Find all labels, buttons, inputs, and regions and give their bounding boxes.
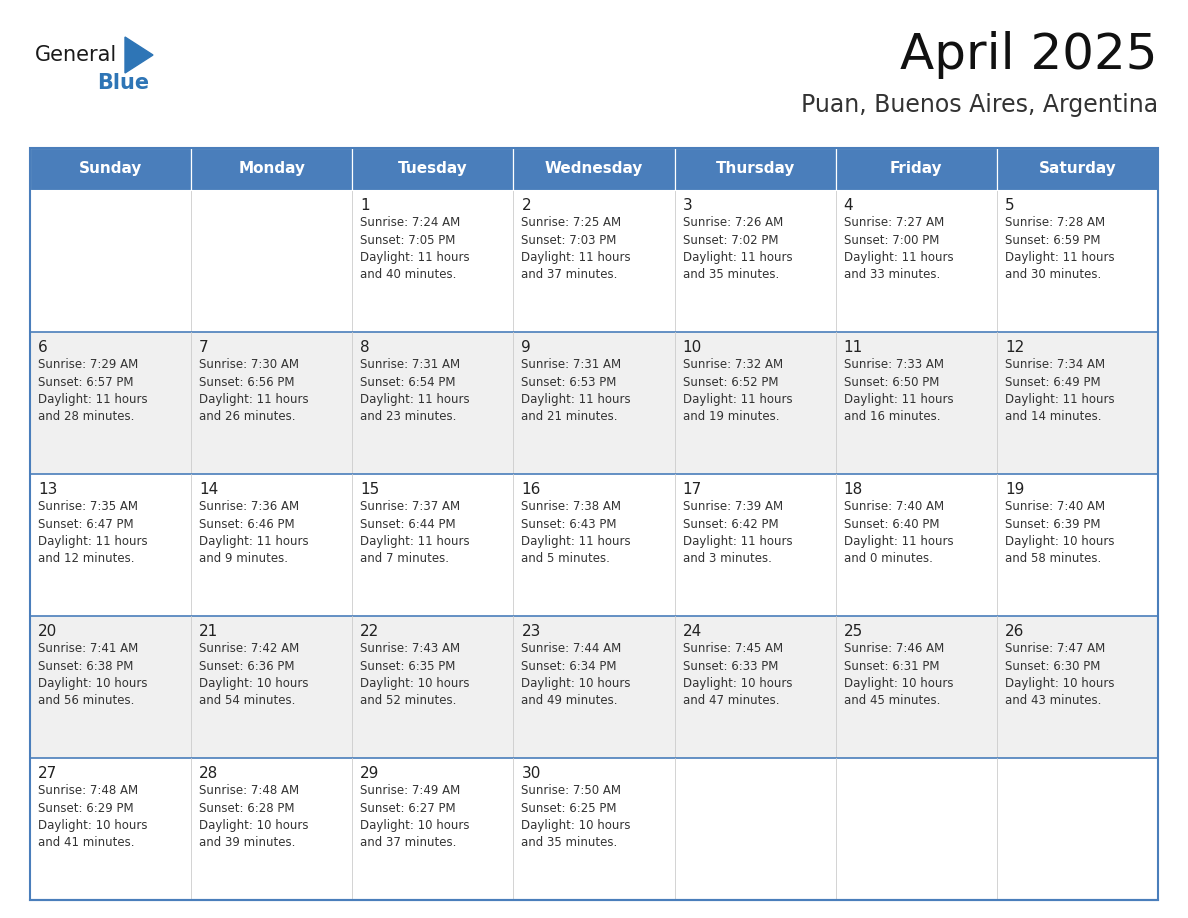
Text: Sunrise: 7:31 AM
Sunset: 6:54 PM
Daylight: 11 hours
and 23 minutes.: Sunrise: 7:31 AM Sunset: 6:54 PM Dayligh… bbox=[360, 358, 470, 423]
Text: 23: 23 bbox=[522, 624, 541, 639]
Text: Puan, Buenos Aires, Argentina: Puan, Buenos Aires, Argentina bbox=[801, 93, 1158, 117]
Text: 11: 11 bbox=[843, 340, 862, 355]
Text: Sunrise: 7:26 AM
Sunset: 7:02 PM
Daylight: 11 hours
and 35 minutes.: Sunrise: 7:26 AM Sunset: 7:02 PM Dayligh… bbox=[683, 216, 792, 282]
Bar bbox=[30, 190, 1158, 332]
Text: Sunrise: 7:50 AM
Sunset: 6:25 PM
Daylight: 10 hours
and 35 minutes.: Sunrise: 7:50 AM Sunset: 6:25 PM Dayligh… bbox=[522, 784, 631, 849]
Text: April 2025: April 2025 bbox=[901, 31, 1158, 79]
Text: Friday: Friday bbox=[890, 162, 942, 176]
Text: Tuesday: Tuesday bbox=[398, 162, 468, 176]
Text: 6: 6 bbox=[38, 340, 48, 355]
Text: 12: 12 bbox=[1005, 340, 1024, 355]
Text: Sunrise: 7:30 AM
Sunset: 6:56 PM
Daylight: 11 hours
and 26 minutes.: Sunrise: 7:30 AM Sunset: 6:56 PM Dayligh… bbox=[200, 358, 309, 423]
Text: Thursday: Thursday bbox=[715, 162, 795, 176]
Text: 18: 18 bbox=[843, 482, 862, 497]
Text: Sunrise: 7:27 AM
Sunset: 7:00 PM
Daylight: 11 hours
and 33 minutes.: Sunrise: 7:27 AM Sunset: 7:00 PM Dayligh… bbox=[843, 216, 953, 282]
Bar bbox=[191, 148, 353, 190]
Text: 21: 21 bbox=[200, 624, 219, 639]
Text: Sunrise: 7:44 AM
Sunset: 6:34 PM
Daylight: 10 hours
and 49 minutes.: Sunrise: 7:44 AM Sunset: 6:34 PM Dayligh… bbox=[522, 642, 631, 708]
Text: Sunrise: 7:46 AM
Sunset: 6:31 PM
Daylight: 10 hours
and 45 minutes.: Sunrise: 7:46 AM Sunset: 6:31 PM Dayligh… bbox=[843, 642, 953, 708]
Bar bbox=[30, 148, 1158, 900]
Text: 30: 30 bbox=[522, 766, 541, 781]
Text: 15: 15 bbox=[360, 482, 379, 497]
Text: General: General bbox=[34, 45, 118, 65]
Text: 7: 7 bbox=[200, 340, 209, 355]
Bar bbox=[675, 148, 835, 190]
Text: Sunrise: 7:40 AM
Sunset: 6:39 PM
Daylight: 10 hours
and 58 minutes.: Sunrise: 7:40 AM Sunset: 6:39 PM Dayligh… bbox=[1005, 500, 1114, 565]
Text: Sunrise: 7:49 AM
Sunset: 6:27 PM
Daylight: 10 hours
and 37 minutes.: Sunrise: 7:49 AM Sunset: 6:27 PM Dayligh… bbox=[360, 784, 469, 849]
Text: Sunrise: 7:39 AM
Sunset: 6:42 PM
Daylight: 11 hours
and 3 minutes.: Sunrise: 7:39 AM Sunset: 6:42 PM Dayligh… bbox=[683, 500, 792, 565]
Text: 16: 16 bbox=[522, 482, 541, 497]
Text: Sunrise: 7:35 AM
Sunset: 6:47 PM
Daylight: 11 hours
and 12 minutes.: Sunrise: 7:35 AM Sunset: 6:47 PM Dayligh… bbox=[38, 500, 147, 565]
Text: Monday: Monday bbox=[239, 162, 305, 176]
Text: 8: 8 bbox=[360, 340, 369, 355]
Text: Sunrise: 7:36 AM
Sunset: 6:46 PM
Daylight: 11 hours
and 9 minutes.: Sunrise: 7:36 AM Sunset: 6:46 PM Dayligh… bbox=[200, 500, 309, 565]
Text: 29: 29 bbox=[360, 766, 380, 781]
Bar bbox=[835, 148, 997, 190]
Text: Sunrise: 7:25 AM
Sunset: 7:03 PM
Daylight: 11 hours
and 37 minutes.: Sunrise: 7:25 AM Sunset: 7:03 PM Dayligh… bbox=[522, 216, 631, 282]
Bar bbox=[30, 474, 1158, 616]
Text: 1: 1 bbox=[360, 198, 369, 213]
Text: Sunrise: 7:41 AM
Sunset: 6:38 PM
Daylight: 10 hours
and 56 minutes.: Sunrise: 7:41 AM Sunset: 6:38 PM Dayligh… bbox=[38, 642, 147, 708]
Text: 4: 4 bbox=[843, 198, 853, 213]
Text: 25: 25 bbox=[843, 624, 862, 639]
Text: 14: 14 bbox=[200, 482, 219, 497]
Bar bbox=[30, 148, 191, 190]
Text: 5: 5 bbox=[1005, 198, 1015, 213]
Text: Sunrise: 7:45 AM
Sunset: 6:33 PM
Daylight: 10 hours
and 47 minutes.: Sunrise: 7:45 AM Sunset: 6:33 PM Dayligh… bbox=[683, 642, 792, 708]
Text: Sunrise: 7:32 AM
Sunset: 6:52 PM
Daylight: 11 hours
and 19 minutes.: Sunrise: 7:32 AM Sunset: 6:52 PM Dayligh… bbox=[683, 358, 792, 423]
Text: 22: 22 bbox=[360, 624, 379, 639]
Text: Sunrise: 7:48 AM
Sunset: 6:28 PM
Daylight: 10 hours
and 39 minutes.: Sunrise: 7:48 AM Sunset: 6:28 PM Dayligh… bbox=[200, 784, 309, 849]
Bar bbox=[30, 332, 1158, 474]
Text: 10: 10 bbox=[683, 340, 702, 355]
Text: Sunday: Sunday bbox=[78, 162, 143, 176]
Bar bbox=[513, 148, 675, 190]
Text: 13: 13 bbox=[38, 482, 57, 497]
Bar bbox=[353, 148, 513, 190]
Text: Sunrise: 7:42 AM
Sunset: 6:36 PM
Daylight: 10 hours
and 54 minutes.: Sunrise: 7:42 AM Sunset: 6:36 PM Dayligh… bbox=[200, 642, 309, 708]
Text: Sunrise: 7:38 AM
Sunset: 6:43 PM
Daylight: 11 hours
and 5 minutes.: Sunrise: 7:38 AM Sunset: 6:43 PM Dayligh… bbox=[522, 500, 631, 565]
Bar bbox=[30, 616, 1158, 758]
Bar bbox=[30, 758, 1158, 900]
Polygon shape bbox=[125, 37, 153, 73]
Text: Sunrise: 7:43 AM
Sunset: 6:35 PM
Daylight: 10 hours
and 52 minutes.: Sunrise: 7:43 AM Sunset: 6:35 PM Dayligh… bbox=[360, 642, 469, 708]
Text: 3: 3 bbox=[683, 198, 693, 213]
Text: Sunrise: 7:47 AM
Sunset: 6:30 PM
Daylight: 10 hours
and 43 minutes.: Sunrise: 7:47 AM Sunset: 6:30 PM Dayligh… bbox=[1005, 642, 1114, 708]
Text: 28: 28 bbox=[200, 766, 219, 781]
Text: 9: 9 bbox=[522, 340, 531, 355]
Text: Sunrise: 7:31 AM
Sunset: 6:53 PM
Daylight: 11 hours
and 21 minutes.: Sunrise: 7:31 AM Sunset: 6:53 PM Dayligh… bbox=[522, 358, 631, 423]
Text: Sunrise: 7:33 AM
Sunset: 6:50 PM
Daylight: 11 hours
and 16 minutes.: Sunrise: 7:33 AM Sunset: 6:50 PM Dayligh… bbox=[843, 358, 953, 423]
Text: Saturday: Saturday bbox=[1038, 162, 1117, 176]
Text: Wednesday: Wednesday bbox=[545, 162, 643, 176]
Text: Sunrise: 7:48 AM
Sunset: 6:29 PM
Daylight: 10 hours
and 41 minutes.: Sunrise: 7:48 AM Sunset: 6:29 PM Dayligh… bbox=[38, 784, 147, 849]
Text: 26: 26 bbox=[1005, 624, 1024, 639]
Text: Blue: Blue bbox=[97, 73, 150, 93]
Text: Sunrise: 7:40 AM
Sunset: 6:40 PM
Daylight: 11 hours
and 0 minutes.: Sunrise: 7:40 AM Sunset: 6:40 PM Dayligh… bbox=[843, 500, 953, 565]
Bar bbox=[997, 148, 1158, 190]
Text: Sunrise: 7:34 AM
Sunset: 6:49 PM
Daylight: 11 hours
and 14 minutes.: Sunrise: 7:34 AM Sunset: 6:49 PM Dayligh… bbox=[1005, 358, 1114, 423]
Text: 27: 27 bbox=[38, 766, 57, 781]
Text: 2: 2 bbox=[522, 198, 531, 213]
Text: 17: 17 bbox=[683, 482, 702, 497]
Text: Sunrise: 7:37 AM
Sunset: 6:44 PM
Daylight: 11 hours
and 7 minutes.: Sunrise: 7:37 AM Sunset: 6:44 PM Dayligh… bbox=[360, 500, 470, 565]
Text: Sunrise: 7:24 AM
Sunset: 7:05 PM
Daylight: 11 hours
and 40 minutes.: Sunrise: 7:24 AM Sunset: 7:05 PM Dayligh… bbox=[360, 216, 470, 282]
Text: 24: 24 bbox=[683, 624, 702, 639]
Text: 19: 19 bbox=[1005, 482, 1024, 497]
Text: Sunrise: 7:29 AM
Sunset: 6:57 PM
Daylight: 11 hours
and 28 minutes.: Sunrise: 7:29 AM Sunset: 6:57 PM Dayligh… bbox=[38, 358, 147, 423]
Text: Sunrise: 7:28 AM
Sunset: 6:59 PM
Daylight: 11 hours
and 30 minutes.: Sunrise: 7:28 AM Sunset: 6:59 PM Dayligh… bbox=[1005, 216, 1114, 282]
Text: 20: 20 bbox=[38, 624, 57, 639]
